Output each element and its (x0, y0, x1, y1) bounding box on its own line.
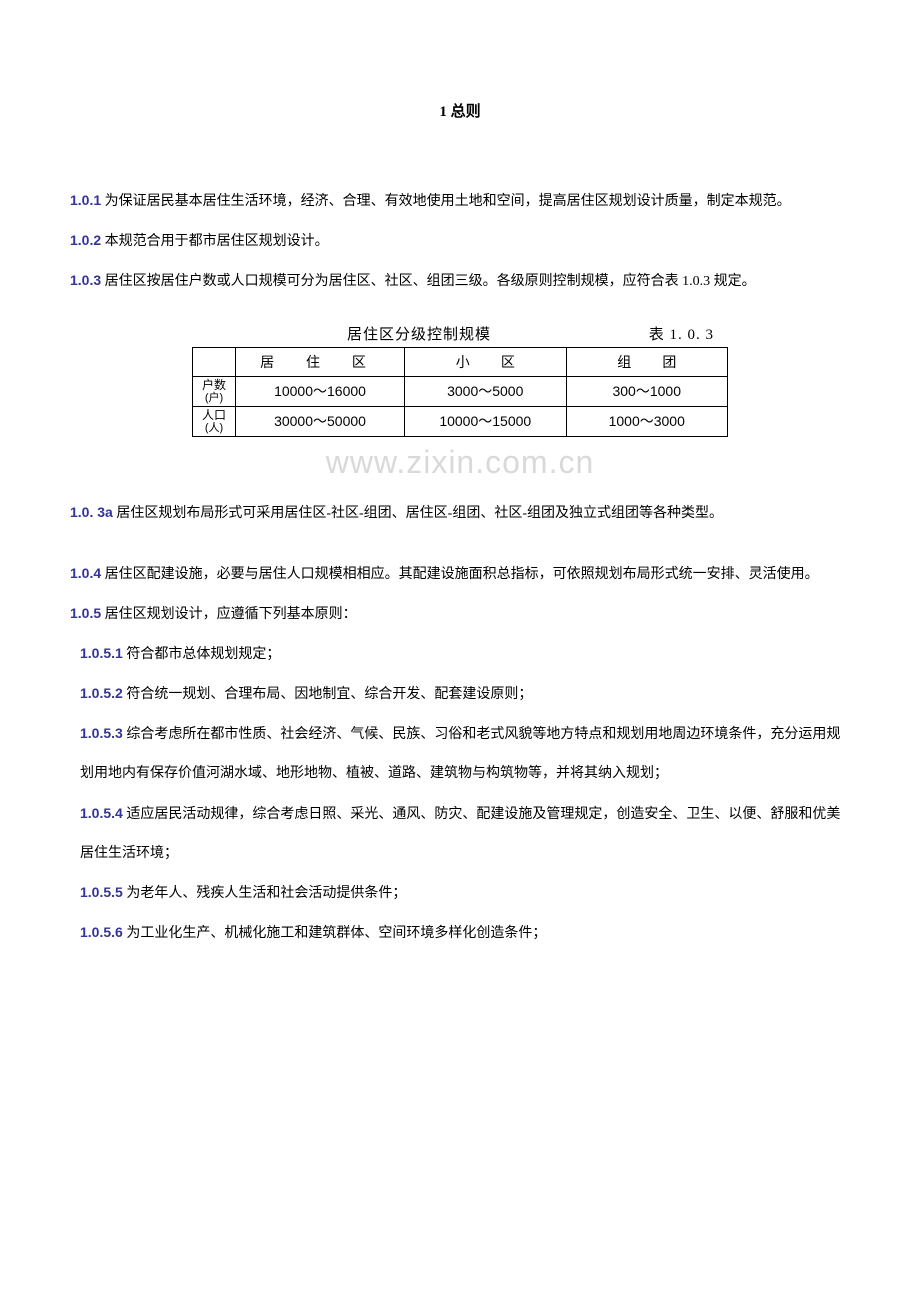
clause-1-0-5-3: 1.0.5.3 综合考虑所在都市性质、社会经济、气候、民族、习俗和老式风貌等地方… (70, 714, 850, 793)
clause-num: 1.0.1 (70, 192, 101, 208)
table-cell: 30000～50000 (236, 407, 405, 437)
clause-text: 符合都市总体规划规定； (123, 647, 281, 662)
blank-cell (193, 347, 236, 377)
clause-num: 1.0.5.3 (80, 725, 123, 741)
clause-text: 居住区规划布局形式可采用居住区-社区-组团、居住区-组团、社区-组团及独立式组团… (113, 506, 723, 521)
clause-text: 综合考虑所在都市性质、社会经济、气候、民族、习俗和老式风貌等地方特点和规划用地周… (80, 727, 840, 781)
spacer (70, 534, 850, 554)
clause-num: 1.0.3 (70, 272, 101, 288)
clause-text: 居住区按居住户数或人口规模可分为居住区、社区、组团三级。各级原则控制规模，应符合… (101, 274, 756, 289)
clause-1-0-5-4: 1.0.5.4 适应居民活动规律，综合考虑日照、采光、通风、防灾、配建设施及管理… (70, 794, 850, 873)
row-label: 户数(户) (193, 377, 236, 407)
table-header-row: 居 住 区 小 区 组 团 (193, 347, 728, 377)
watermark-text: www.zixin.com.cn (70, 445, 850, 479)
table-cell: 10000～16000 (236, 377, 405, 407)
table-title: 居住区分级控制规模 (234, 323, 604, 344)
clause-1-0-5-1: 1.0.5.1 符合都市总体规划规定； (70, 634, 850, 674)
chapter-title: 1 总则 (70, 100, 850, 121)
clause-1-0-2: 1.0.2 本规范合用于都市居住区规划设计。 (70, 221, 850, 261)
clause-text: 居住区配建设施，必要与居住人口规模相相应。其配建设施面积总指标，可依照规划布局形… (101, 567, 819, 582)
clause-num: 1.0.5.5 (80, 884, 123, 900)
table-row: 户数(户) 10000～16000 3000～5000 300～1000 (193, 377, 728, 407)
clause-num: 1.0.5.1 (80, 645, 123, 661)
clause-text: 本规范合用于都市居住区规划设计。 (101, 234, 329, 249)
clause-1-0-5-6: 1.0.5.6 为工业化生产、机械化施工和建筑群体、空间环境多样化创造条件； (70, 913, 850, 953)
table-row: 人口(人) 30000～50000 10000～15000 1000～3000 (193, 407, 728, 437)
clause-num: 1.0.5.4 (80, 805, 123, 821)
clause-text: 居住区规划设计，应遵循下列基本原则： (101, 607, 357, 622)
clause-num: 1.0. 3a (70, 504, 113, 520)
clause-text: 符合统一规划、合理布局、因地制宜、综合开发、配套建设原则； (123, 687, 533, 702)
clause-1-0-5-2: 1.0.5.2 符合统一规划、合理布局、因地制宜、综合开发、配套建设原则； (70, 674, 850, 714)
clause-1-0-1: 1.0.1 为保证居民基本居住生活环境，经济、合理、有效地使用土地和空间，提高居… (70, 181, 850, 221)
table-1-0-3: 居住区分级控制规模 表 1. 0. 3 居 住 区 小 区 组 团 户数(户) … (192, 320, 728, 438)
clause-1-0-4: 1.0.4 居住区配建设施，必要与居住人口规模相相应。其配建设施面积总指标，可依… (70, 554, 850, 594)
clause-1-0-3a: 1.0. 3a 居住区规划布局形式可采用居住区-社区-组团、居住区-组团、社区-… (70, 493, 850, 533)
clause-1-0-5: 1.0.5 居住区规划设计，应遵循下列基本原则： (70, 594, 850, 634)
clause-text: 为老年人、残疾人生活和社会活动提供条件； (123, 886, 407, 901)
table-caption-row: 居住区分级控制规模 表 1. 0. 3 (192, 320, 728, 347)
table-cell: 1000～3000 (566, 407, 728, 437)
scale-table: 居 住 区 小 区 组 团 户数(户) 10000～16000 3000～500… (192, 347, 728, 438)
clause-text: 为工业化生产、机械化施工和建筑群体、空间环境多样化创造条件； (123, 926, 547, 941)
clause-num: 1.0.4 (70, 565, 101, 581)
clause-num: 1.0.5.6 (80, 924, 123, 940)
table-cell: 10000～15000 (405, 407, 567, 437)
col-header-1: 居 住 区 (236, 347, 405, 377)
col-header-3: 组 团 (566, 347, 728, 377)
clause-1-0-5-5: 1.0.5.5 为老年人、残疾人生活和社会活动提供条件； (70, 873, 850, 913)
clause-num: 1.0.2 (70, 232, 101, 248)
col-header-2: 小 区 (405, 347, 567, 377)
clause-text: 为保证居民基本居住生活环境，经济、合理、有效地使用土地和空间，提高居住区规划设计… (101, 194, 791, 209)
clause-1-0-3: 1.0.3 居住区按居住户数或人口规模可分为居住区、社区、组团三级。各级原则控制… (70, 261, 850, 301)
clause-num: 1.0.5.2 (80, 685, 123, 701)
table-cell: 3000～5000 (405, 377, 567, 407)
table-number: 表 1. 0. 3 (604, 323, 728, 344)
clause-num: 1.0.5 (70, 605, 101, 621)
table-cell: 300～1000 (566, 377, 728, 407)
clause-text: 适应居民活动规律，综合考虑日照、采光、通风、防灾、配建设施及管理规定，创造安全、… (80, 807, 840, 861)
row-label: 人口(人) (193, 407, 236, 437)
